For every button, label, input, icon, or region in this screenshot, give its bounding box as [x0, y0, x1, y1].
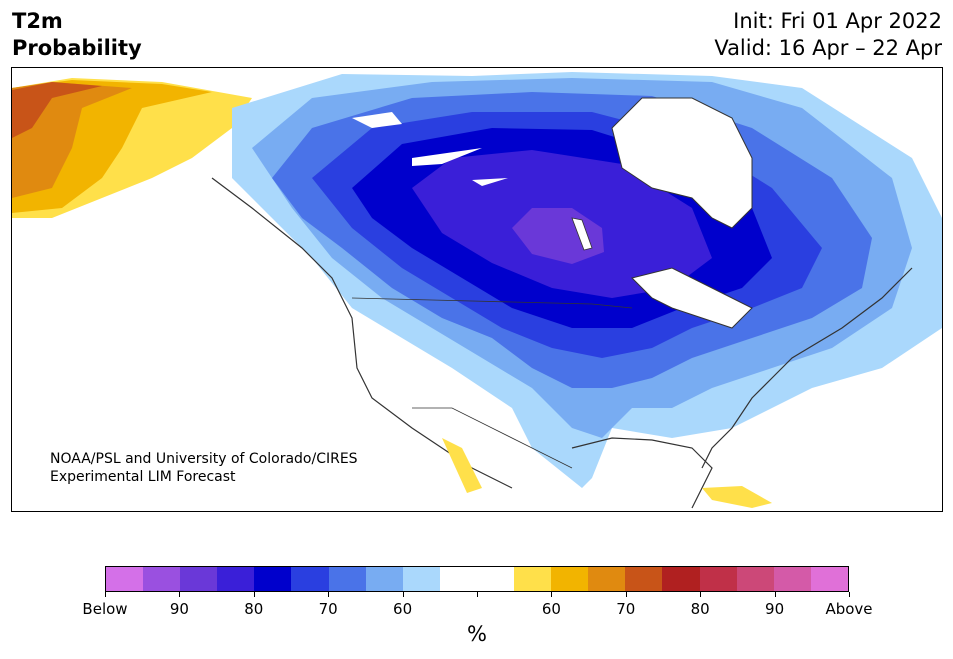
colorbar-tick-label: Below [82, 600, 128, 618]
colorbar-unit: % [467, 622, 487, 646]
colorbar-swatch [328, 567, 366, 591]
hudson-bay [611, 97, 753, 229]
lake-athabasca [472, 178, 508, 186]
colorbar-tick-label: 80 [690, 600, 710, 618]
colorbar-tick-mark [849, 592, 850, 597]
credit-line1: NOAA/PSL and University of Colorado/CIRE… [50, 451, 358, 467]
lake-winnipeg [571, 217, 593, 251]
valid-range: Valid: 16 Apr – 22 Apr [714, 36, 942, 60]
title-variable: T2m [12, 9, 63, 33]
colorbar-swatch [588, 567, 626, 591]
credit-line2: Experimental LIM Forecast [50, 469, 236, 485]
probability-map: NOAA/PSL and University of Colorado/CIRE… [11, 67, 943, 512]
colorbar-tick-mark [253, 592, 255, 597]
colorbar-tick-mark [625, 592, 627, 597]
colorbar-tick-mark [700, 592, 702, 597]
colorbar-swatch [699, 567, 737, 591]
colorbar-swatch [625, 567, 663, 591]
colorbar-swatch [217, 567, 255, 591]
us-mexico-border [412, 407, 573, 469]
great-bear-lake [352, 112, 402, 128]
colorbar-tick-label: 90 [765, 600, 785, 618]
title-block-left: T2m Probability [12, 8, 142, 62]
colorbar-swatch [106, 567, 144, 591]
colorbar-tick-mark [774, 592, 776, 597]
alaska-warm-75 [12, 82, 102, 138]
credit-text: NOAA/PSL and University of Colorado/CIRE… [50, 450, 358, 486]
colorbar-tick-label: 80 [244, 600, 264, 618]
colorbar-tick-mark [477, 592, 478, 597]
colorbar-tick-label: 70 [318, 600, 338, 618]
east-coast [701, 267, 913, 469]
colorbar-swatch [773, 567, 811, 591]
colorbar-swatch [662, 567, 700, 591]
title-block-right: Init: Fri 01 Apr 2022 Valid: 16 Apr – 22… [714, 8, 942, 62]
init-date: Init: Fri 01 Apr 2022 [733, 9, 942, 33]
colorbar-swatch [180, 567, 218, 591]
colorbar-tick-mark [328, 592, 330, 597]
colorbar-swatch [254, 567, 292, 591]
colorbar-swatch [402, 567, 440, 591]
colorbar-swatch [476, 567, 515, 591]
colorbar-tick-label: Above [825, 600, 873, 618]
colorbar-swatch [514, 567, 552, 591]
great-lakes [631, 267, 753, 329]
colorbar-swatch [736, 567, 774, 591]
colorbar-tick-mark [402, 592, 404, 597]
great-slave-lake [412, 148, 482, 166]
colorbar-swatch [810, 567, 848, 591]
cuba-warm-60 [702, 486, 772, 508]
colorbar-tick-label: 90 [169, 600, 189, 618]
mexico-warm-60 [442, 438, 482, 493]
colorbar-swatch [439, 567, 477, 591]
colorbar-tick-mark [105, 592, 106, 597]
colorbar-tick-mark [179, 592, 181, 597]
colorbar-tick-label: 60 [393, 600, 413, 618]
colorbar-swatch [291, 567, 329, 591]
colorbar-tick-label: 60 [541, 600, 561, 618]
colorbar-swatch [551, 567, 589, 591]
us-canada-border [351, 297, 633, 309]
colorbar-tick-label: 70 [616, 600, 636, 618]
colorbar [105, 566, 849, 592]
map-canvas [12, 72, 942, 509]
title-probability: Probability [12, 36, 142, 60]
colorbar-swatch [143, 567, 181, 591]
colorbar-swatch [365, 567, 403, 591]
colorbar-swatches [105, 566, 849, 592]
colorbar-tick-mark [551, 592, 553, 597]
